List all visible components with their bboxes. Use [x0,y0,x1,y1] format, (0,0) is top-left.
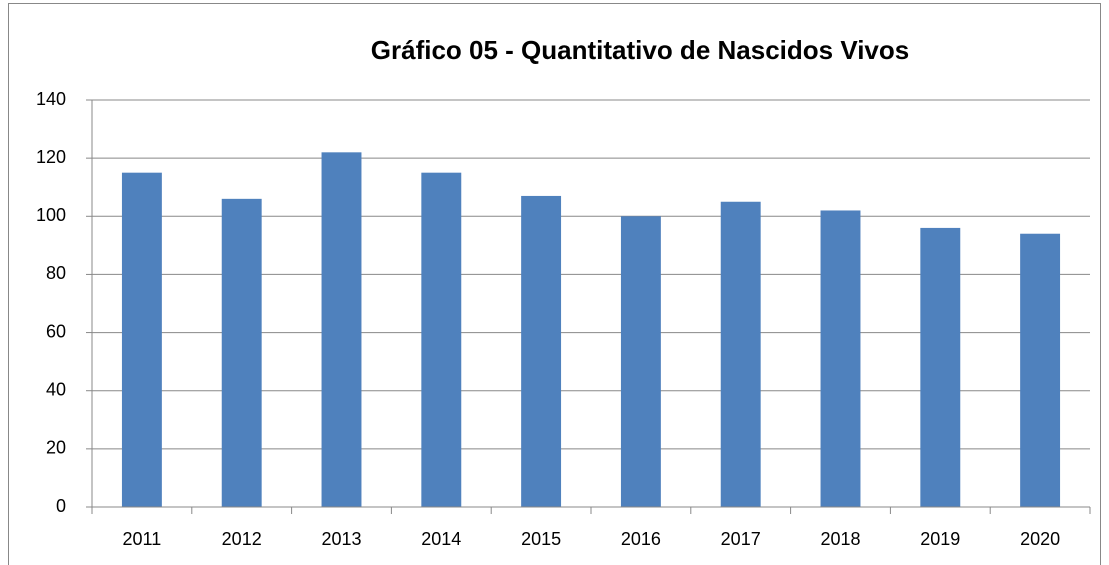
y-tick-label: 0 [56,496,66,516]
bar [321,152,362,508]
x-tick-label: 2017 [721,529,761,549]
bar [121,172,162,507]
x-tick-label: 2014 [421,529,461,549]
x-tick-label: 2011 [123,529,162,549]
bar [920,227,961,507]
bar [521,195,562,507]
chart-title: Gráfico 05 - Quantitativo de Nascidos Vi… [371,35,909,65]
y-tick-label: 80 [46,263,66,283]
y-tick-label: 140 [36,89,66,109]
y-tick-label: 60 [46,321,66,341]
x-tick-label: 2015 [521,529,561,549]
bar [221,198,262,508]
bar [720,201,761,507]
bar [421,172,462,507]
x-tick-label: 2020 [1020,529,1060,549]
bar [820,210,861,507]
x-tick-label: 2012 [222,529,262,549]
y-tick-label: 100 [36,205,66,225]
y-tick-label: 40 [46,379,66,399]
x-tick-label: 2016 [621,529,661,549]
bar [620,216,661,508]
chart-frame [8,3,1101,565]
x-tick-label: 2018 [820,529,860,549]
y-tick-label: 20 [46,438,66,458]
x-tick-label: 2013 [321,529,361,549]
y-tick-label: 120 [36,147,66,167]
x-tick-label: 2019 [920,529,960,549]
bar [1020,233,1061,507]
